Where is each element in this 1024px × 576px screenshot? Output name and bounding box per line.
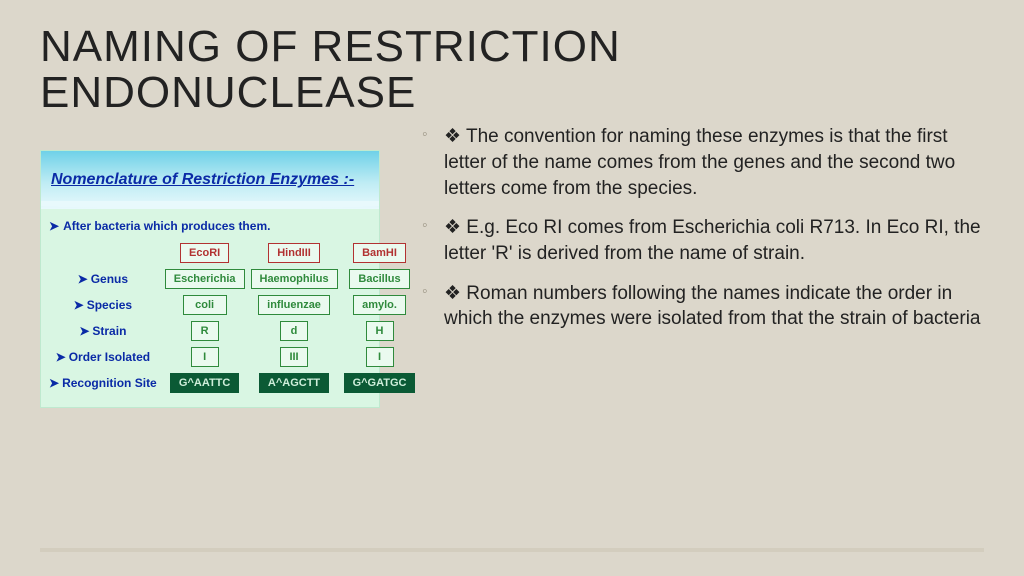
nomen-cell: III (280, 347, 308, 367)
slide: NAMING OF RESTRICTION ENDONUCLEASE Nomen… (0, 0, 1024, 576)
row-label: Species (49, 295, 159, 315)
nomen-cell: Escherichia (165, 269, 245, 289)
bullet-item: ❖ E.g. Eco RI comes from Escherichia col… (408, 215, 984, 266)
nomen-cell: G^AATTC (170, 373, 239, 393)
nomen-cell: amylo. (353, 295, 406, 315)
row-label: Recognition Site (49, 373, 159, 393)
nomen-cell: BamHI (353, 243, 406, 263)
nomen-cell: Haemophilus (251, 269, 338, 289)
row-label: Strain (49, 321, 159, 341)
row-label: Genus (49, 269, 159, 289)
nomen-cell: I (366, 347, 394, 367)
nomen-cell: HindIII (268, 243, 320, 263)
slide-title: NAMING OF RESTRICTION ENDONUCLEASE (40, 24, 984, 116)
bullet-text: ❖ The convention for naming these enzyme… (444, 126, 955, 198)
nomen-cell: EcoRI (180, 243, 229, 263)
nomen-cell: A^AGCTT (259, 373, 329, 393)
banner-curve (41, 201, 379, 217)
nomen-cell: R (191, 321, 219, 341)
nomen-cell: influenzae (258, 295, 330, 315)
nomen-cell: H (366, 321, 394, 341)
nomen-cell: Bacillus (349, 269, 409, 289)
card-banner: Nomenclature of Restriction Enzymes :- (41, 151, 379, 209)
content-row: Nomenclature of Restriction Enzymes :- A… (40, 120, 984, 408)
bullet-item: ❖ Roman numbers following the names indi… (408, 281, 984, 332)
bullet-list: ❖ The convention for naming these enzyme… (408, 120, 984, 345)
nomen-cell: I (191, 347, 219, 367)
bullet-text: ❖ Roman numbers following the names indi… (444, 283, 980, 330)
card-heading: Nomenclature of Restriction Enzymes :- (51, 171, 354, 189)
nomenclature-table: EcoRI HindIII BamHI Genus Escherichia Haemoph… (43, 237, 421, 399)
bullet-text: ❖ E.g. Eco RI comes from Escherichia col… (444, 217, 981, 264)
nomen-cell: coli (183, 295, 227, 315)
bullet-item: ❖ The convention for naming these enzyme… (408, 124, 984, 201)
nomenclature-card: Nomenclature of Restriction Enzymes :- A… (40, 150, 380, 408)
bottom-accent-bar (40, 548, 984, 552)
nomen-cell: d (280, 321, 308, 341)
nomen-cell: G^GATGC (344, 373, 416, 393)
row-label: Order Isolated (49, 347, 159, 367)
